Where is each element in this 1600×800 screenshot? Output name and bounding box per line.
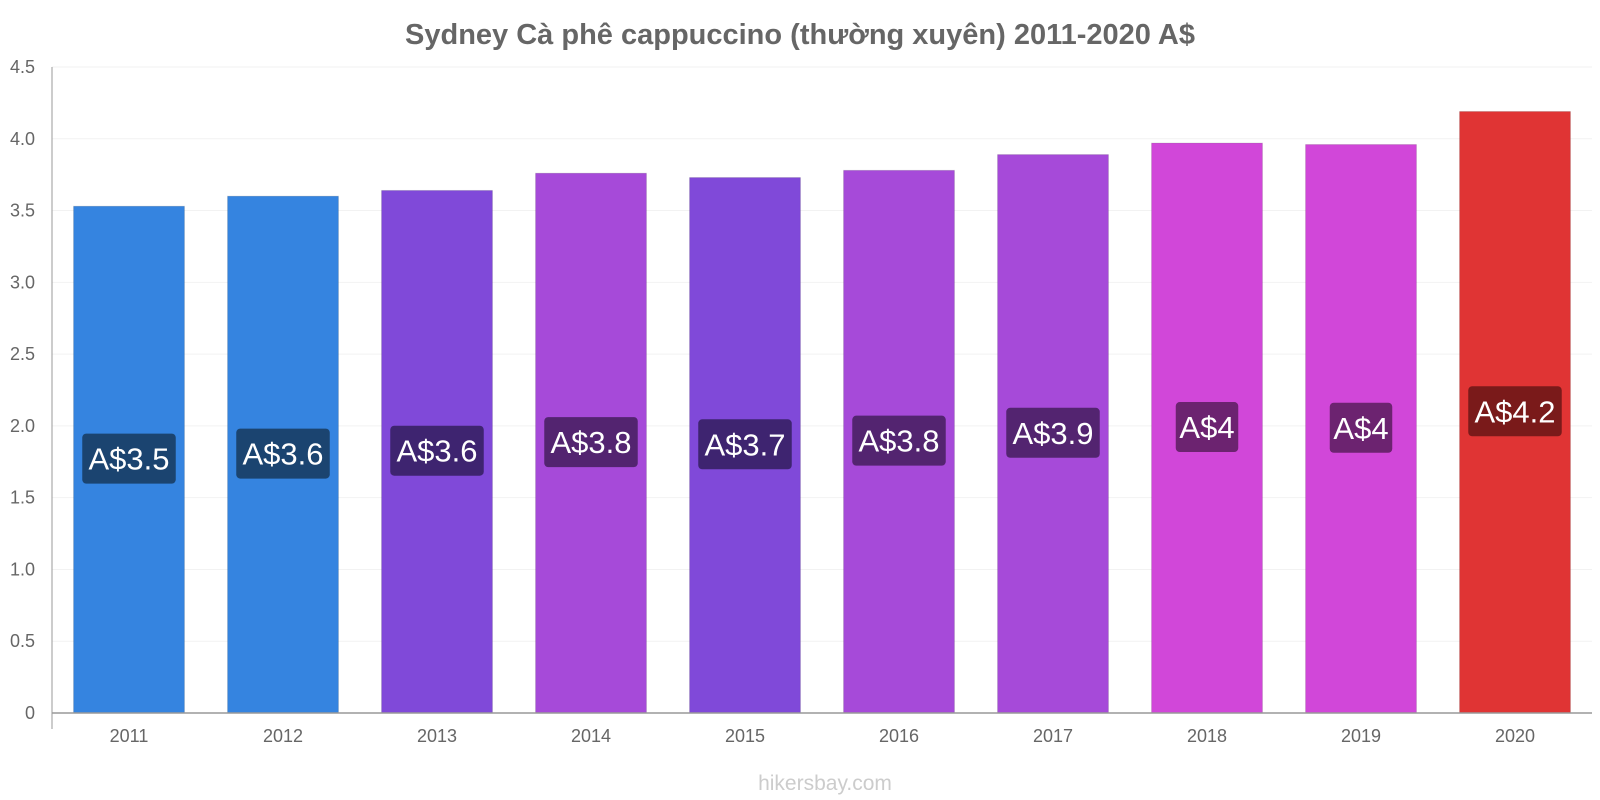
data-label-2017: A$3.9 — [1012, 416, 1093, 451]
x-tick-label: 2016 — [879, 726, 919, 746]
x-axis: 2011 2012 2013 2014 2015 2016 2017 2018 2019 2020 — [52, 712, 1592, 746]
x-tick-label: 2017 — [1033, 726, 1073, 746]
data-label-2018: A$4 — [1179, 410, 1234, 445]
y-tick-label: 3.0 — [10, 272, 35, 292]
data-labels: A$3.5 A$3.6 A$3.6 A$3.8 A$3.7 A$3.8 A$3.9 A$4 A$… — [82, 386, 1562, 484]
data-label-2019: A$4 — [1333, 411, 1388, 446]
data-label-box-2017 — [1006, 407, 1100, 458]
x-tick-label: 2018 — [1187, 726, 1227, 746]
footer-source: hikersbay.com — [758, 772, 892, 795]
x-tick-label: 2011 — [110, 726, 149, 746]
data-label-2012: A$3.6 — [242, 437, 323, 472]
data-label-2020: A$4.2 — [1474, 394, 1555, 429]
data-label-2011: A$3.5 — [88, 442, 169, 477]
x-tick-label: 2014 — [571, 726, 611, 746]
x-tick-label: 2019 — [1341, 726, 1381, 746]
y-tick-label: 2.0 — [10, 416, 35, 436]
y-tick-label: 2.5 — [10, 344, 35, 364]
y-tick-label: 1.0 — [10, 559, 35, 579]
y-axis: 0 0.5 1.0 1.5 2.0 2.5 3.0 3.5 4.0 4.5 — [10, 57, 53, 729]
data-label-box-2016 — [852, 415, 946, 466]
y-tick-label: 1.5 — [10, 488, 35, 508]
data-label-box-2015 — [698, 419, 792, 470]
data-label-2013: A$3.6 — [396, 434, 477, 469]
x-tick-label: 2013 — [417, 726, 457, 746]
data-label-box-2013 — [390, 425, 484, 476]
data-label-2015: A$3.7 — [704, 427, 785, 462]
data-label-box-2011 — [82, 433, 176, 484]
data-label-box-2018 — [1175, 402, 1239, 453]
x-tick-label: 2012 — [263, 726, 303, 746]
data-label-2016: A$3.8 — [858, 424, 939, 459]
data-label-box-2020 — [1468, 386, 1562, 437]
chart-title: Sydney Cà phê cappuccino (thường xuyên) … — [405, 19, 1195, 51]
y-tick-label: 0 — [25, 703, 35, 723]
y-tick-label: 3.5 — [10, 201, 35, 221]
y-tick-label: 0.5 — [10, 631, 35, 651]
data-label-box-2014 — [544, 417, 638, 468]
x-tick-label: 2020 — [1495, 726, 1535, 746]
x-tick-label: 2015 — [725, 726, 765, 746]
data-label-box-2019 — [1329, 402, 1393, 453]
data-label-box-2012 — [236, 428, 330, 479]
y-tick-label: 4.0 — [10, 129, 35, 149]
y-tick-label: 4.5 — [10, 57, 35, 77]
data-label-2014: A$3.8 — [550, 425, 631, 460]
